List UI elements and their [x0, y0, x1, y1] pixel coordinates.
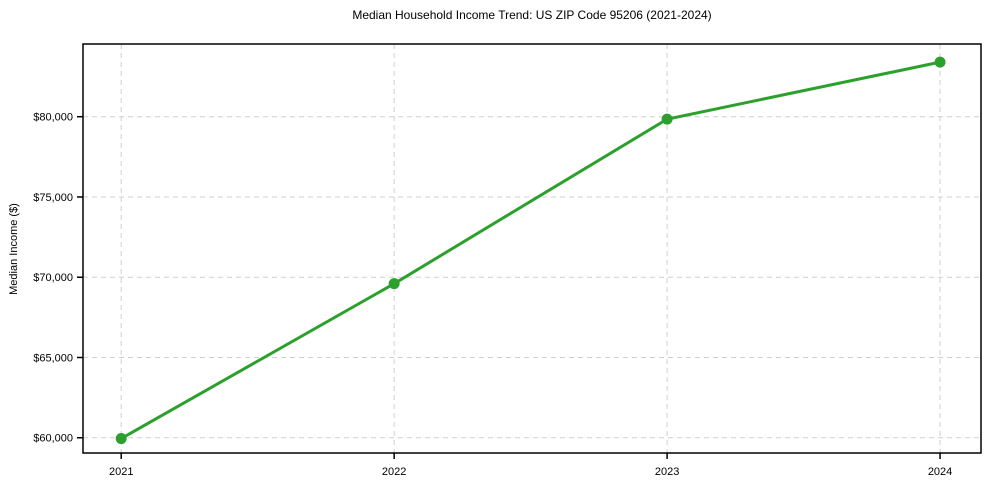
data-point-marker [934, 56, 946, 68]
y-tick-label: $70,000 [33, 272, 73, 284]
y-tick-label: $65,000 [33, 352, 73, 364]
x-tick-label: 2023 [655, 466, 679, 478]
y-tick-label: $75,000 [33, 192, 73, 204]
x-tick-label: 2024 [928, 466, 952, 478]
y-tick-label: $80,000 [33, 112, 73, 124]
data-point-marker [115, 433, 127, 445]
chart-title: Median Household Income Trend: US ZIP Co… [352, 8, 712, 22]
x-tick-label: 2021 [109, 466, 133, 478]
data-point-marker [661, 113, 673, 125]
x-tick-label: 2022 [382, 466, 406, 478]
y-axis-label: Median Income ($) [2, 44, 26, 453]
y-tick-label: $60,000 [33, 433, 73, 445]
axes-border [82, 43, 982, 454]
trend-line [119, 60, 942, 441]
data-point-marker [388, 278, 400, 290]
y-axis-label-text: Median Income ($) [8, 202, 20, 295]
